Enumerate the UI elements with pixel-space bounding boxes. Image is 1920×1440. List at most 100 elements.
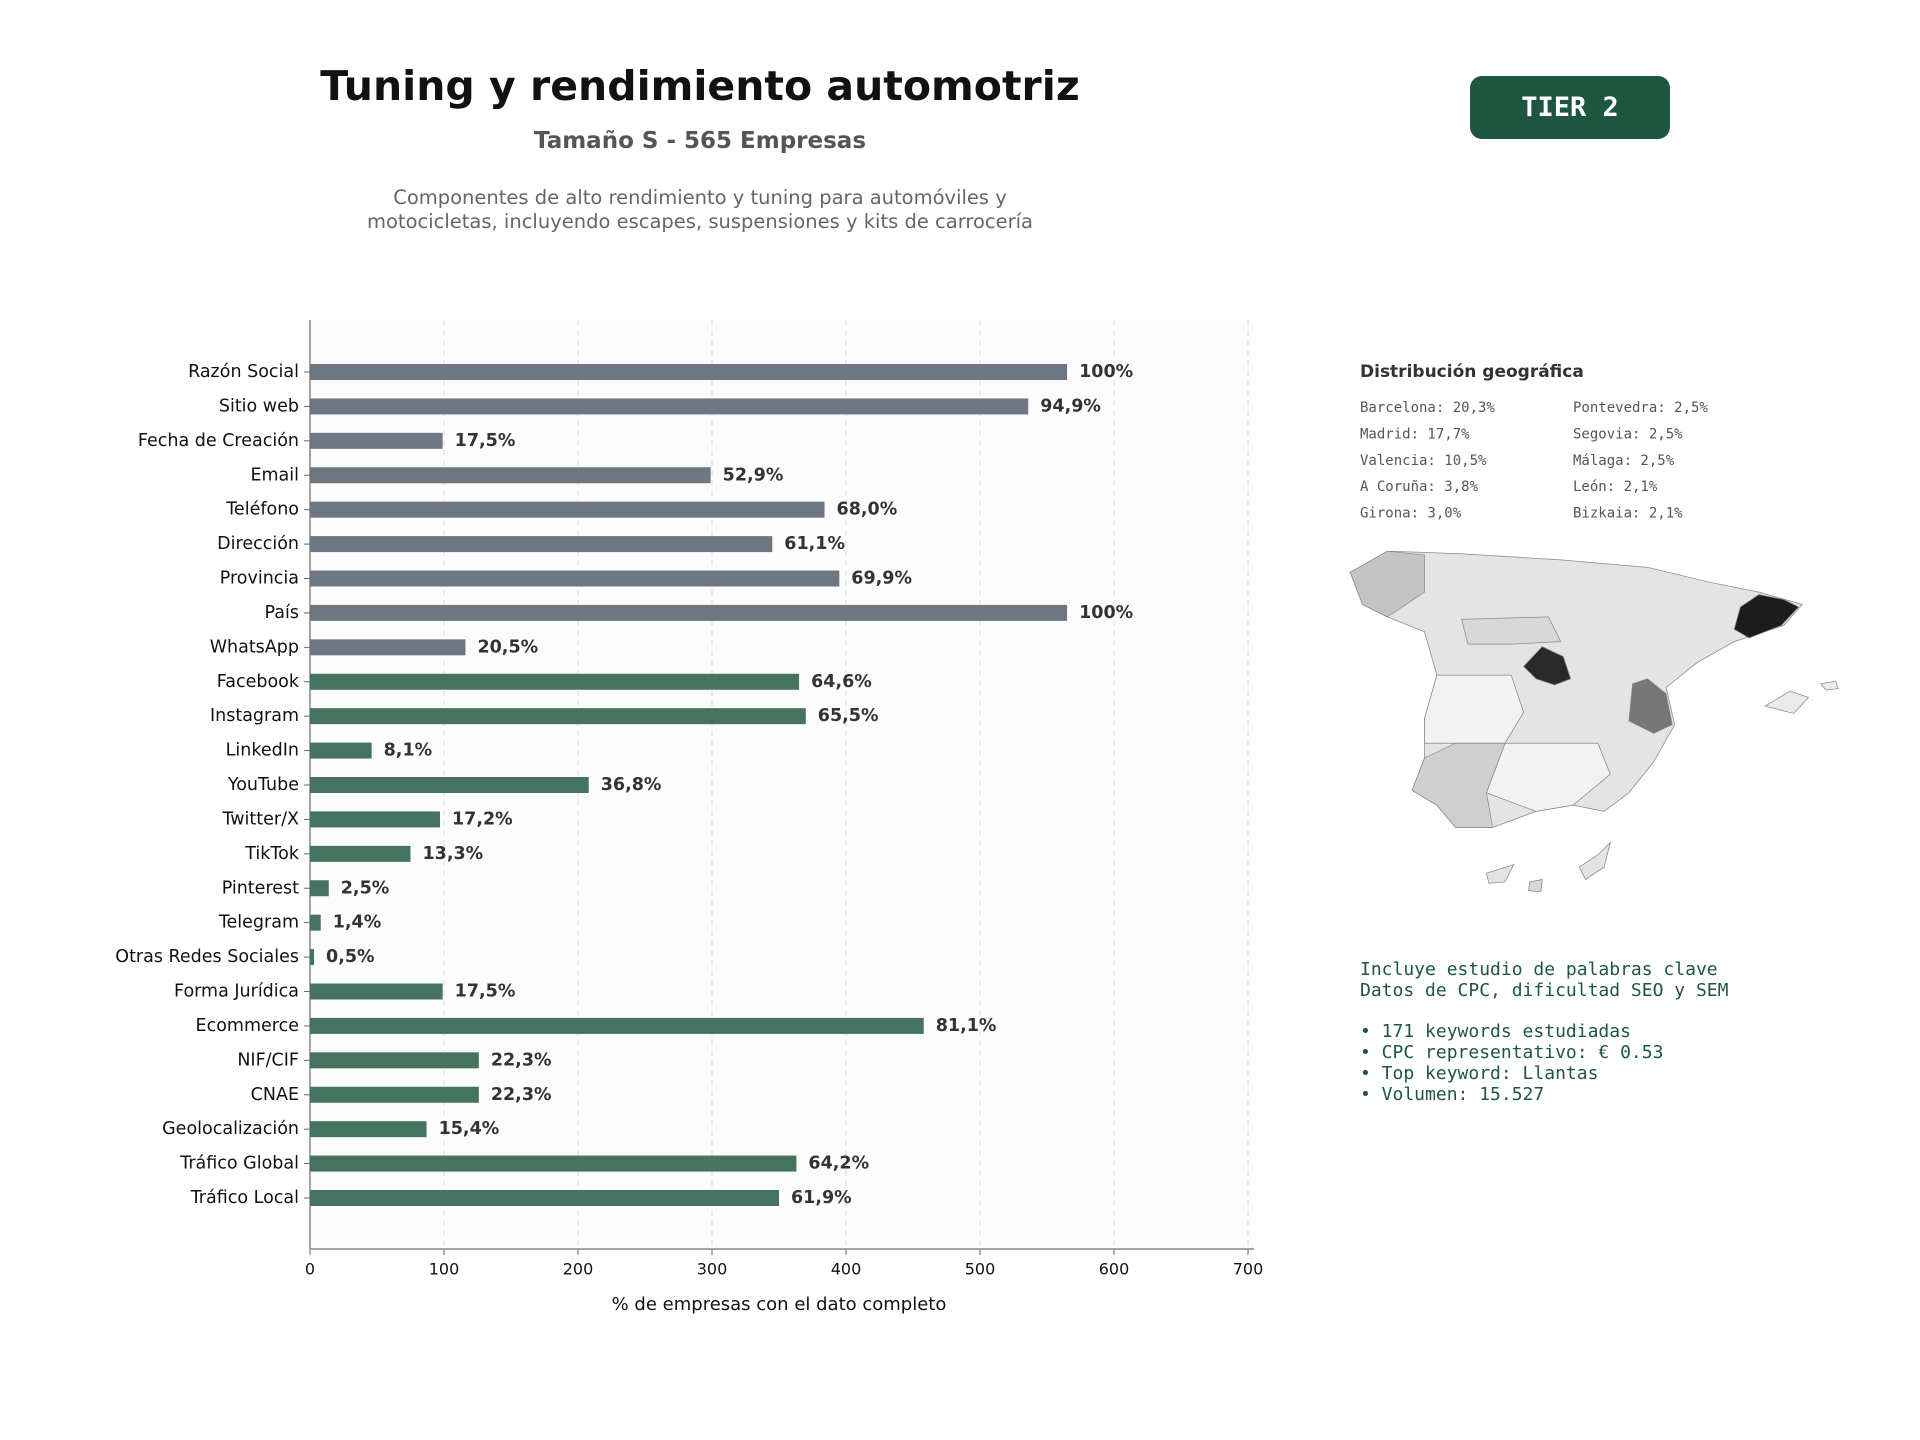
value-label: 20,5% <box>477 637 538 657</box>
y-tick-label: Twitter/X <box>221 809 299 829</box>
geo-item: León: 2,1% <box>1573 479 1658 495</box>
bar <box>310 570 840 587</box>
y-tick-label: Pinterest <box>222 878 299 898</box>
geo-item: Pontevedra: 2,5% <box>1573 400 1708 416</box>
bar <box>310 1190 779 1206</box>
value-label: 94,9% <box>1040 396 1101 416</box>
bar <box>310 845 411 862</box>
bar <box>310 673 800 690</box>
value-label: 64,2% <box>808 1154 869 1174</box>
value-label: 52,9% <box>723 465 784 485</box>
geo-item: A Coruña: 3,8% <box>1360 479 1479 495</box>
x-tick-label: 300 <box>697 1260 728 1279</box>
value-label: 22,3% <box>491 1085 552 1105</box>
value-label: 0,5% <box>326 947 375 967</box>
bar <box>310 983 443 1000</box>
value-label: 36,8% <box>601 775 662 795</box>
bar <box>310 914 321 931</box>
keyword-line: • CPC representativo: € 0.53 <box>1360 1042 1663 1063</box>
y-tick-label: Teléfono <box>225 500 299 520</box>
y-tick-label: Fecha de Creación <box>138 431 299 451</box>
keyword-line: • Volumen: 15.527 <box>1360 1084 1544 1105</box>
value-label: 81,1% <box>936 1016 997 1036</box>
value-label: 100% <box>1079 603 1133 623</box>
keyword-line: • 171 keywords estudiadas <box>1360 1021 1631 1042</box>
bar <box>310 398 1029 415</box>
geo-item: Málaga: 2,5% <box>1573 453 1675 469</box>
y-tick-label: TikTok <box>244 844 300 864</box>
y-tick-label: Otras Redes Sociales <box>115 947 299 967</box>
keyword-line: Datos de CPC, dificultad SEO y SEM <box>1360 980 1729 1001</box>
value-label: 68,0% <box>837 500 898 520</box>
map-region <box>1764 690 1810 714</box>
title: Tuning y rendimiento automotriz <box>320 62 1080 110</box>
value-label: 61,9% <box>791 1188 852 1208</box>
bar <box>310 1121 427 1138</box>
map-region <box>1411 742 1506 828</box>
y-tick-label: Ecommerce <box>196 1016 299 1036</box>
geo-item: Barcelona: 20,3% <box>1360 400 1495 416</box>
y-tick-label: CNAE <box>251 1085 299 1105</box>
bar <box>310 949 315 966</box>
y-tick-label: WhatsApp <box>210 637 299 657</box>
map-region <box>1628 678 1673 734</box>
y-tick-label: LinkedIn <box>226 741 299 761</box>
map-region <box>1820 680 1839 691</box>
value-label: 13,3% <box>423 844 484 864</box>
keyword-line: • Top keyword: Llantas <box>1360 1063 1598 1084</box>
keyword-line: Incluye estudio de palabras clave <box>1360 959 1718 980</box>
y-tick-label: Email <box>250 465 299 485</box>
subtitle: Tamaño S - 565 Empresas <box>533 128 867 154</box>
description: Componentes de alto rendimiento y tuning… <box>367 186 1033 233</box>
x-tick-label: 700 <box>1233 1260 1264 1279</box>
bar <box>310 364 1068 380</box>
geo-item: Valencia: 10,5% <box>1360 453 1487 469</box>
y-tick-label: NIF/CIF <box>237 1050 299 1070</box>
value-label: 69,9% <box>851 569 912 589</box>
bar <box>310 604 1068 621</box>
map <box>1349 550 1839 893</box>
bar <box>310 1155 797 1172</box>
value-label: 1,4% <box>333 913 382 933</box>
geo-title: Distribución geográfica <box>1360 362 1584 382</box>
bar <box>310 880 329 897</box>
map-region <box>1528 879 1543 893</box>
y-tick-label: Razón Social <box>188 362 299 382</box>
map-region <box>1349 550 1425 618</box>
map-region <box>1733 594 1800 639</box>
geo-item: Girona: 3,0% <box>1360 506 1462 522</box>
value-label: 65,5% <box>818 706 879 726</box>
value-label: 17,5% <box>455 431 516 451</box>
value-label: 15,4% <box>439 1119 500 1139</box>
map-region <box>1461 616 1562 645</box>
value-label: 100% <box>1079 362 1133 382</box>
bar <box>310 708 806 725</box>
y-tick-label: País <box>265 603 299 623</box>
bar <box>310 501 825 518</box>
x-axis-label: % de empresas con el dato completo <box>612 1294 947 1315</box>
value-label: 8,1% <box>384 741 433 761</box>
x-tick-label: 400 <box>831 1260 862 1279</box>
x-tick-label: 0 <box>305 1260 315 1279</box>
y-tick-label: Forma Jurídica <box>174 982 299 1002</box>
geo-item: Madrid: 17,7% <box>1360 426 1470 442</box>
bar <box>310 639 466 656</box>
bar <box>310 777 589 793</box>
y-tick-label: Dirección <box>217 534 299 554</box>
y-tick-label: Facebook <box>217 672 300 692</box>
x-tick-label: 100 <box>429 1260 460 1279</box>
value-label: 2,5% <box>341 878 390 898</box>
bar <box>310 811 440 828</box>
y-tick-label: Instagram <box>210 706 299 726</box>
bar <box>310 1086 479 1103</box>
y-tick-label: YouTube <box>227 775 299 795</box>
x-tick-label: 200 <box>563 1260 594 1279</box>
y-tick-label: Tráfico Global <box>179 1154 299 1174</box>
tier-badge: TIER 2 <box>1470 76 1670 139</box>
value-label: 17,2% <box>452 809 513 829</box>
map-region <box>1424 674 1525 744</box>
value-label: 22,3% <box>491 1050 552 1070</box>
y-tick-label: Telegram <box>218 913 299 933</box>
